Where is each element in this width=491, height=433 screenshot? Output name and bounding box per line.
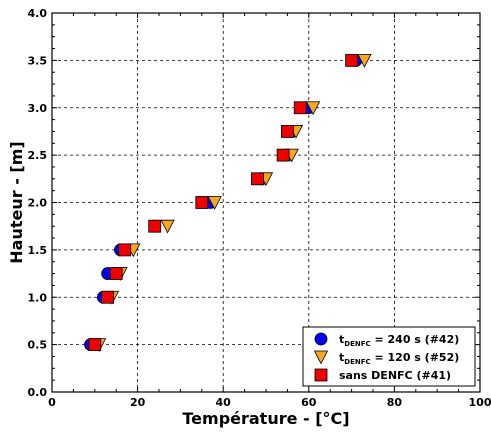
square-point [276, 148, 290, 162]
legend: tDENFC = 240 s (#42) tDENFC = 120 s (#52)… [302, 326, 476, 387]
triangle-down-point [207, 196, 222, 210]
square-point [345, 53, 359, 67]
x-tick-label: 40 [216, 396, 232, 409]
x-tick-label: 20 [130, 396, 146, 409]
square-point [118, 243, 132, 257]
legend-entry-label: tDENFC = 120 s (#52) [339, 351, 459, 366]
y-tick-label: 3.5 [28, 54, 48, 67]
y-tick-label: 0.0 [28, 386, 48, 399]
square-point [251, 172, 264, 186]
legend-entry-label: sans DENFC (#41) [339, 369, 451, 382]
legend-circle-marker [314, 332, 328, 346]
y-tick-label: 4.0 [28, 7, 48, 20]
square-point [280, 125, 294, 138]
data-points [84, 53, 372, 352]
square-point [109, 267, 123, 280]
x-tick-label: 80 [387, 396, 403, 409]
y-tick-label: 2.0 [28, 197, 48, 210]
x-tick-label: 100 [469, 396, 491, 409]
y-tick-label: 1.0 [28, 291, 48, 304]
x-tick-label: 60 [301, 396, 317, 409]
y-tick-label: 0.5 [28, 339, 48, 352]
legend-triangle-down-marker [313, 350, 329, 365]
square-point [293, 101, 307, 115]
triangle-down-point [357, 53, 372, 68]
square-point [101, 290, 115, 304]
square-point [148, 219, 162, 233]
series-square [88, 53, 359, 352]
x-tick-label: 0 [48, 396, 56, 409]
tick-labels: 0 20 40 60 80 100 0.0 0.5 1.0 1.5 2.0 2.5 3.0 3.5 4.0 [28, 7, 491, 409]
legend-entry-label: tDENFC = 240 s (#42) [339, 333, 459, 348]
triangle-down-point [305, 101, 321, 116]
legend-box [302, 326, 476, 387]
square-point [195, 196, 209, 209]
triangle-down-point [160, 219, 175, 234]
ticks [51, 12, 481, 393]
legend-square-marker [314, 368, 328, 382]
y-tick-label: 2.5 [28, 149, 48, 162]
y-tick-label: 3.0 [28, 102, 48, 115]
x-axis-title: Température - [°C] [182, 409, 349, 428]
y-axis-title: Hauteur - [m] [7, 141, 26, 263]
square-point [88, 338, 102, 352]
y-tick-label: 1.5 [28, 244, 48, 257]
